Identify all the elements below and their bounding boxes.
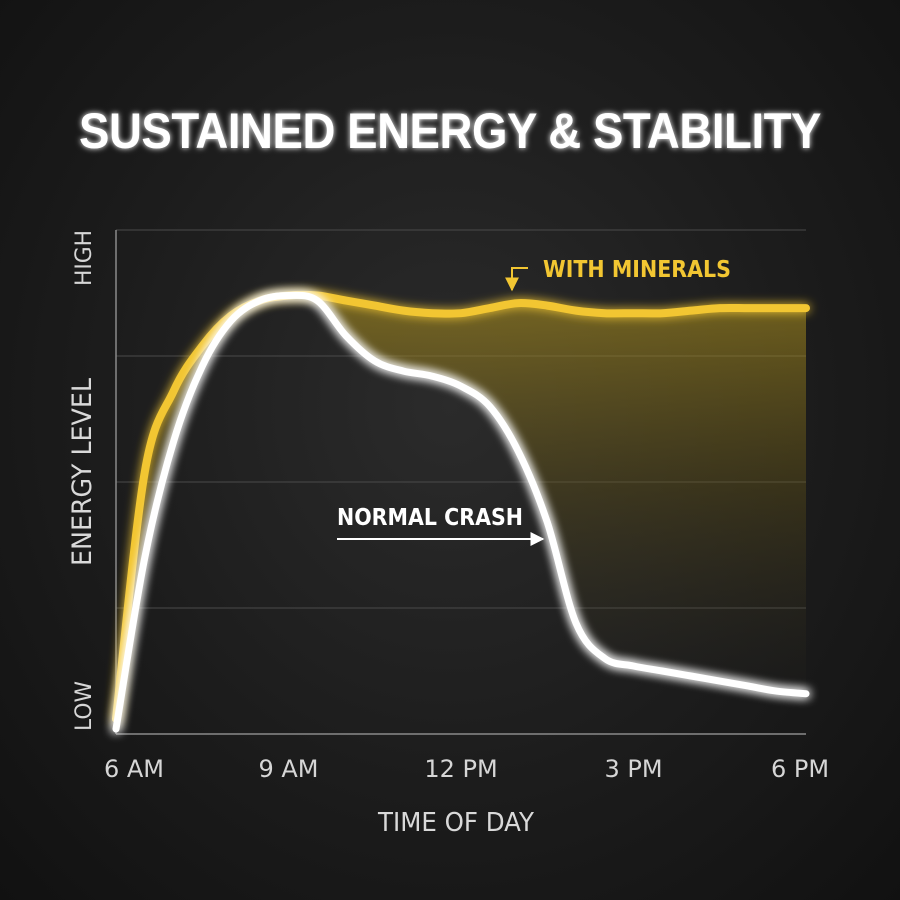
annotation-normal-crash: NORMAL CRASH — [337, 505, 545, 546]
chart-title: SUSTAINED ENERGY & STABILITY — [79, 103, 821, 159]
annotation-arrow-with-minerals — [505, 267, 528, 292]
x-tick-label-3-pm: 3 PM — [604, 755, 662, 783]
x-tick-label-12-pm: 12 PM — [424, 755, 497, 783]
y-tick-label-high: HIGH — [72, 230, 97, 286]
annotation-label-with-minerals: WITH MINERALS — [543, 257, 731, 283]
x-tick-label-9-am: 9 AM — [258, 755, 318, 783]
x-axis-label: TIME OF DAY — [377, 808, 534, 838]
annotation-label-normal-crash: NORMAL CRASH — [337, 505, 523, 531]
annotation-with-minerals: WITH MINERALS — [505, 257, 731, 292]
x-tick-label-6-am: 6 AM — [104, 755, 164, 783]
series-line-normal-crash — [112, 291, 810, 733]
y-tick-label-low: LOW — [72, 681, 97, 731]
x-tick-labels: 6 AM 9 AM 12 PM 3 PM 6 PM — [104, 755, 829, 783]
x-tick-label-6-pm: 6 PM — [771, 755, 829, 783]
y-axis-label: ENERGY LEVEL — [67, 378, 98, 566]
series-line-with-minerals — [112, 290, 810, 723]
area-fill-between-series — [116, 294, 806, 729]
